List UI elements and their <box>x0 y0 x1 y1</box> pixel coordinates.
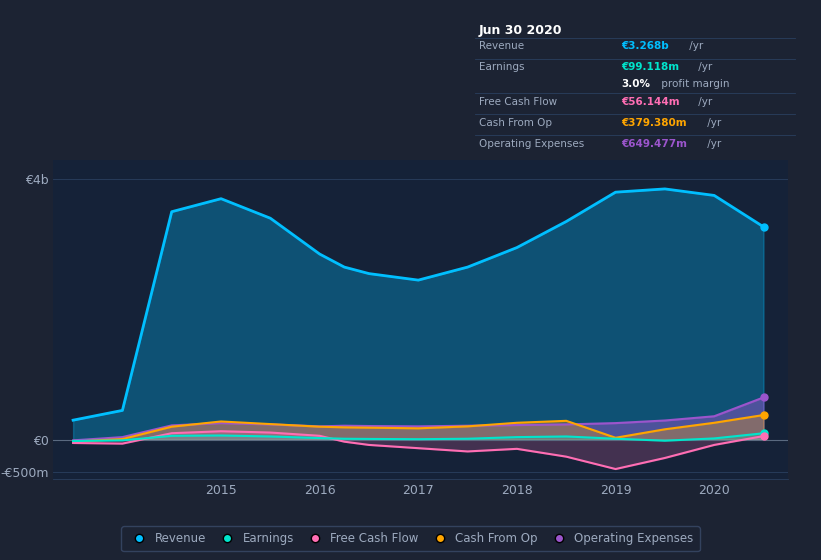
Text: /yr: /yr <box>695 97 712 107</box>
Text: Earnings: Earnings <box>479 62 524 72</box>
Text: 3.0%: 3.0% <box>621 79 650 89</box>
Text: profit margin: profit margin <box>658 79 730 89</box>
Legend: Revenue, Earnings, Free Cash Flow, Cash From Op, Operating Expenses: Revenue, Earnings, Free Cash Flow, Cash … <box>122 526 699 551</box>
Text: /yr: /yr <box>686 41 703 52</box>
Text: Revenue: Revenue <box>479 41 524 52</box>
Text: Cash From Op: Cash From Op <box>479 118 552 128</box>
Text: /yr: /yr <box>695 62 712 72</box>
Text: /yr: /yr <box>704 118 722 128</box>
Text: €3.268b: €3.268b <box>621 41 669 52</box>
Text: €379.380m: €379.380m <box>621 118 687 128</box>
Text: €649.477m: €649.477m <box>621 139 687 149</box>
Text: Jun 30 2020: Jun 30 2020 <box>479 24 562 37</box>
Text: /yr: /yr <box>704 139 722 149</box>
Text: €99.118m: €99.118m <box>621 62 680 72</box>
Text: Free Cash Flow: Free Cash Flow <box>479 97 557 107</box>
Text: Operating Expenses: Operating Expenses <box>479 139 584 149</box>
Text: €56.144m: €56.144m <box>621 97 680 107</box>
